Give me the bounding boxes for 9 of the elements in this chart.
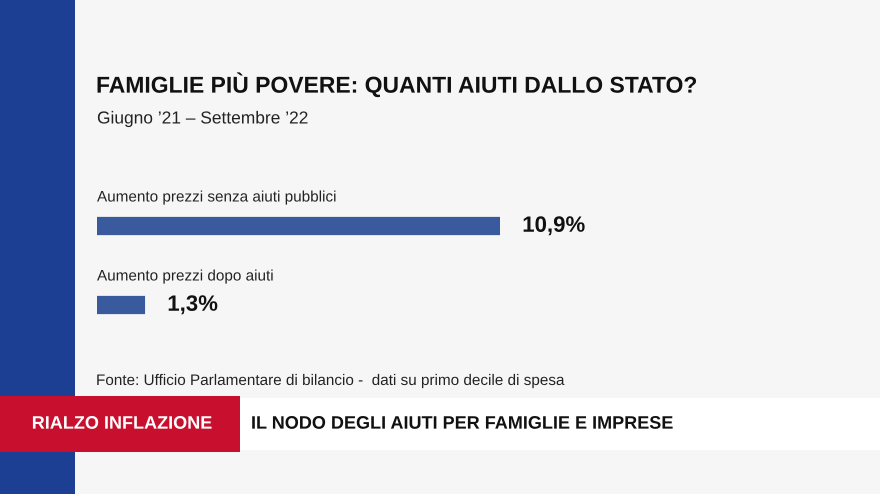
- text: IL NODO DEGLI AIUTI PER FAMIGLIE E IMPRESE: [252, 416, 673, 429]
- data-label: 1,3%: [168, 295, 218, 314]
- chart-title: FAMIGLIE PIÙ POVERE: QUANTI AIUTI DALLO STATO?: [98, 72, 696, 98]
- data-label: 10,9%: [524, 216, 585, 236]
- y-tick-label: Aumento prezzi dopo aiuti: [97, 269, 273, 284]
- y-tick-label: Aumento prezzi senza aiuti pubblici: [97, 190, 336, 205]
- chart-subtitle: Giugno ’21 – Settembre ’22: [98, 110, 308, 128]
- source-note: Fonte: Ufficio Parlamentare di bilancio - dati su primo decile di spesa: [97, 374, 564, 388]
- text: RIALZO INFLAZIONE: [32, 416, 212, 429]
